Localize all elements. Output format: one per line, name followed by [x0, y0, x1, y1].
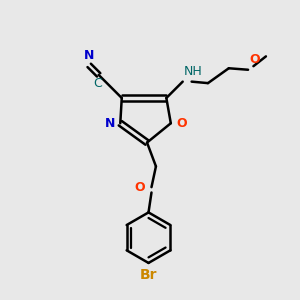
- Text: O: O: [176, 117, 187, 130]
- Text: O: O: [134, 181, 145, 194]
- Text: O: O: [250, 53, 260, 66]
- Text: N: N: [84, 49, 94, 62]
- Text: NH: NH: [184, 65, 203, 78]
- Text: N: N: [105, 117, 115, 130]
- Text: C: C: [93, 77, 101, 90]
- Text: Br: Br: [140, 268, 157, 282]
